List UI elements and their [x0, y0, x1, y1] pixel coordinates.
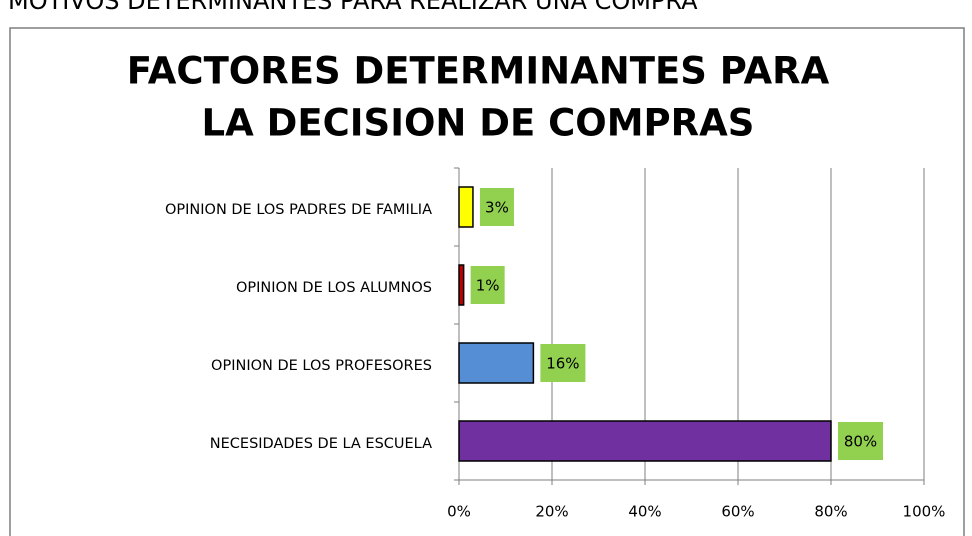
value-label: 3%	[485, 199, 509, 217]
chart-title-line: LA DECISION DE COMPRAS	[202, 102, 755, 145]
page-header: MOTIVOS DETERMINANTES PARA REALIZAR UNA …	[8, 0, 698, 15]
value-label-bg	[838, 422, 883, 460]
bar	[458, 264, 465, 306]
value-label-bg	[470, 266, 505, 304]
value-label: 80%	[844, 433, 877, 451]
x-tick-label: 0%	[447, 503, 471, 521]
y-tick-label: OPINION DE LOS ALUMNOS	[236, 280, 432, 296]
value-label: 16%	[546, 355, 579, 373]
bar	[458, 186, 474, 228]
bar	[458, 420, 832, 462]
x-tick-label: 80%	[814, 503, 847, 521]
value-label: 1%	[476, 277, 500, 295]
x-tick-label: 60%	[721, 503, 754, 521]
bar	[458, 342, 535, 384]
x-tick-label: 100%	[903, 503, 946, 521]
y-tick-label: OPINION DE LOS PADRES DE FAMILIA	[165, 202, 432, 218]
value-label-bg	[540, 344, 586, 382]
x-tick-label: 40%	[628, 503, 661, 521]
y-tick-label: OPINION DE LOS PROFESORES	[211, 358, 432, 374]
value-label-bg	[479, 188, 514, 226]
x-tick-label: 20%	[535, 503, 568, 521]
y-tick-label: NECESIDADES DE LA ESCUELA	[210, 436, 432, 452]
chart-title-line: FACTORES DETERMINANTES PARA	[127, 50, 830, 93]
